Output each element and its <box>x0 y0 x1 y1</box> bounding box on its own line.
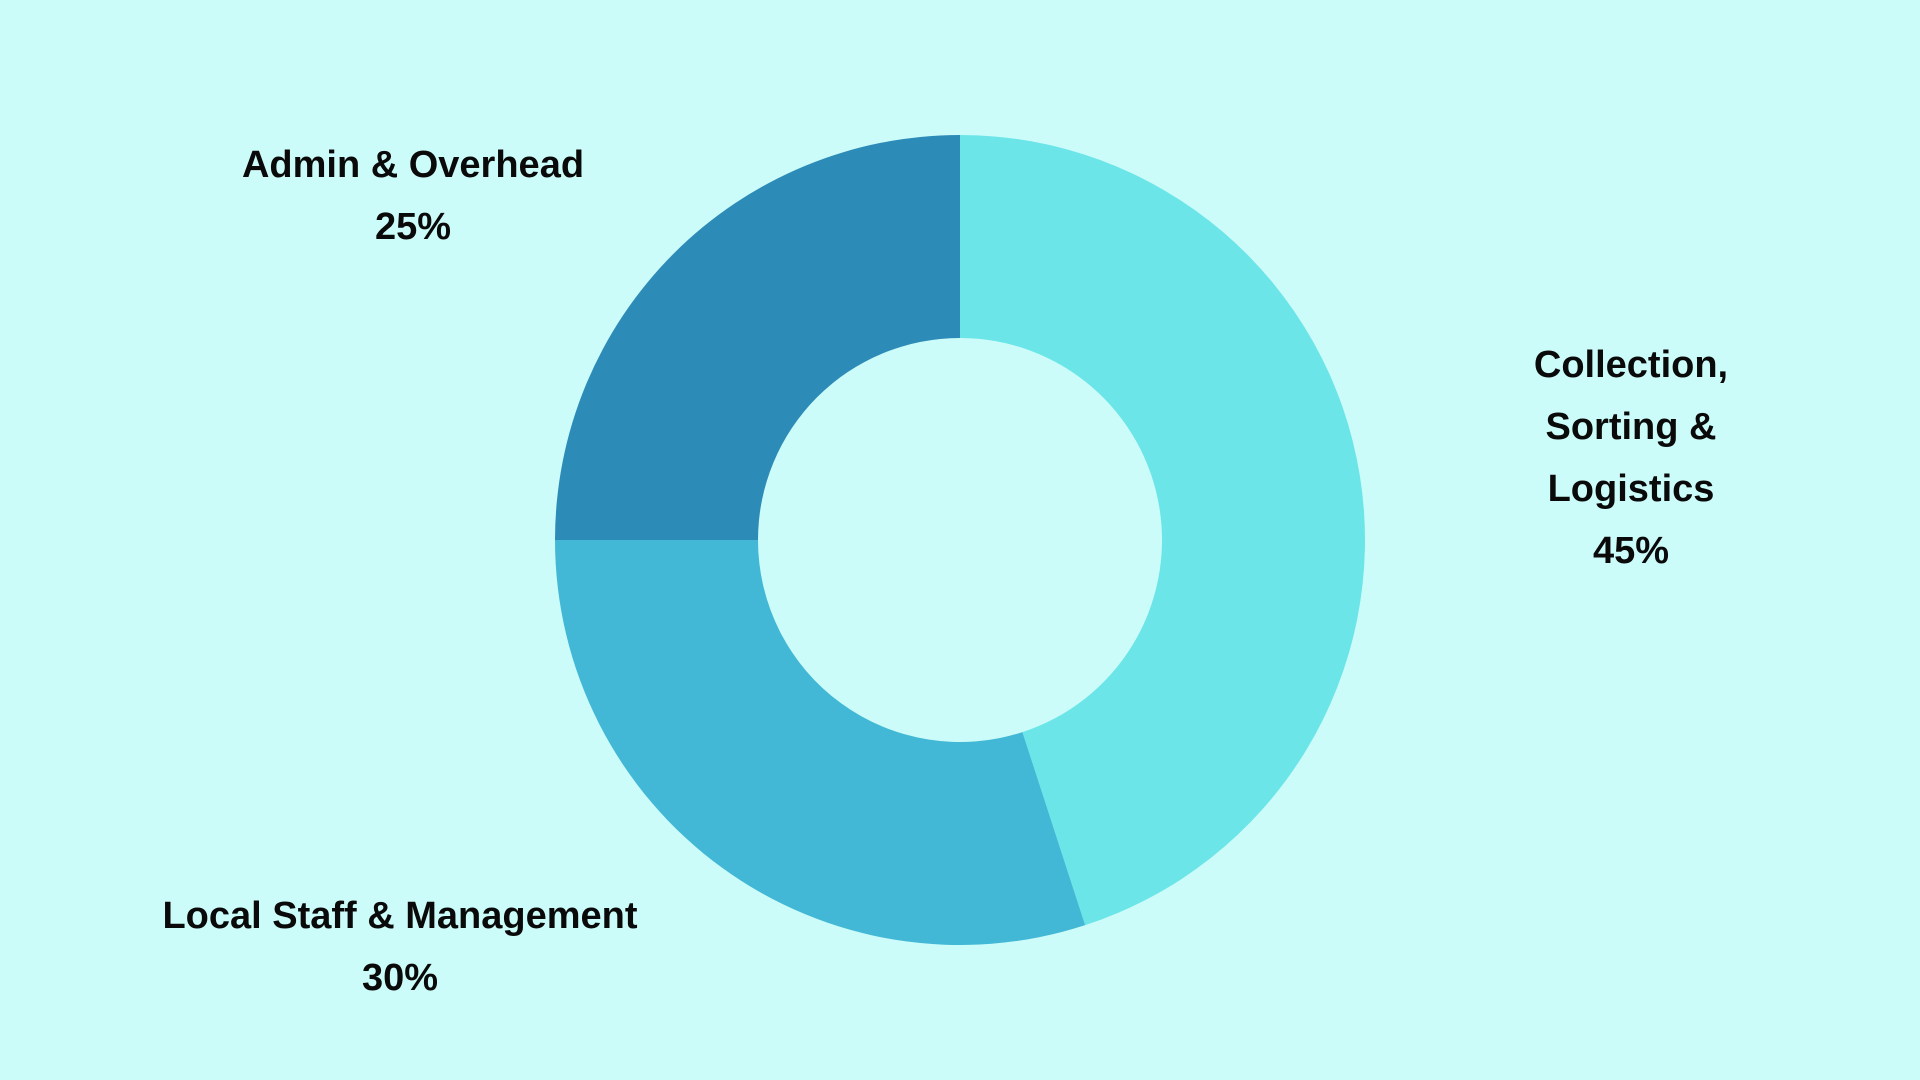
value-label: 25% <box>374 206 452 248</box>
value-label: 30% <box>361 957 439 999</box>
donut-segment <box>555 135 960 540</box>
value-label: 45% <box>1592 530 1670 572</box>
category-label: Admin & Overhead <box>241 144 585 186</box>
category-label: Local Staff & Management <box>162 895 638 937</box>
segment-label: Local Staff & Management 30% <box>162 885 637 1009</box>
donut-segment <box>555 540 1086 946</box>
segment-label: Collection, Sorting & Logistics 45% <box>1487 334 1776 582</box>
category-label: Collection, Sorting & Logistics <box>1533 344 1729 510</box>
donut-segment <box>960 135 1366 926</box>
segment-label: Admin & Overhead 25% <box>242 134 584 258</box>
